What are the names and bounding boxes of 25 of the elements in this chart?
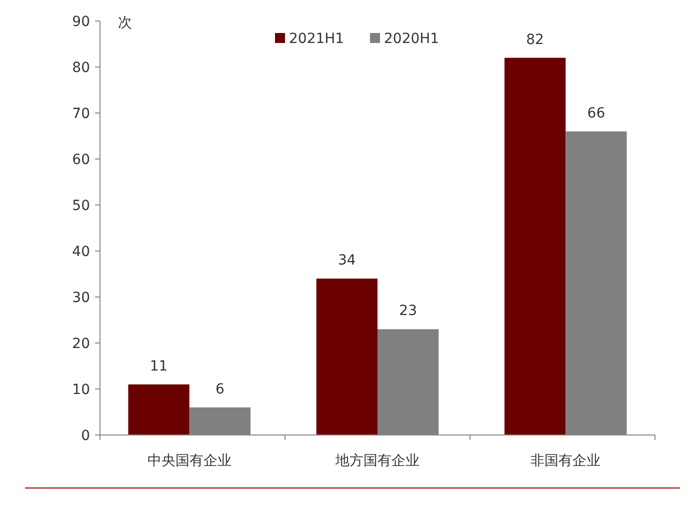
legend-label: 2020H1 [384,30,440,47]
y-tick-label: 60 [72,152,90,168]
data-label: 34 [338,252,356,269]
y-axis-title: 次 [118,15,132,31]
data-label: 82 [526,32,544,48]
bar [504,58,566,435]
y-tick-label: 30 [72,290,90,306]
data-label: 66 [587,105,606,122]
bar [128,384,190,435]
y-tick-label: 20 [72,336,90,352]
data-label: 6 [215,381,224,398]
y-tick-label: 50 [72,198,90,214]
y-tick-label: 0 [81,428,90,444]
data-label: 11 [150,358,168,374]
y-tick-label: 90 [72,14,90,30]
y-tick-label: 70 [72,106,90,122]
bar [316,278,378,435]
legend-label: 2021H1 [289,30,344,47]
data-label: 23 [399,303,417,320]
y-tick-label: 80 [72,60,90,76]
x-tick-label: 非国有企业 [530,453,601,469]
y-tick-label: 10 [72,382,90,398]
x-tick-label: 地方国有企业 [334,453,420,469]
y-tick-label: 40 [72,244,90,260]
x-tick-label: 中央国有企业 [147,453,232,469]
